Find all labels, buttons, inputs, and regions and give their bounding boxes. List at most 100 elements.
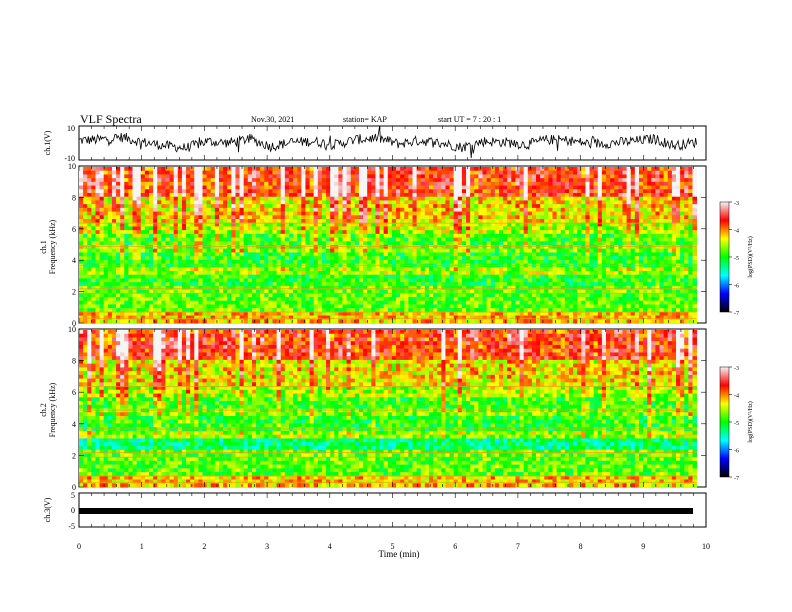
spectrogram-cell [453,207,459,212]
spectrogram-cell [536,181,541,186]
spectrogram-cell [227,193,232,198]
spectrogram-cell [173,311,179,316]
spectrogram-cell [260,319,265,324]
spectrogram-cell [91,233,96,238]
spectrogram-cell [136,282,142,287]
spectrogram-cell [239,267,245,272]
spectrogram-cell [83,311,88,316]
spectrogram-cell [350,189,356,194]
spectrogram-cell [445,215,450,220]
spectrogram-cell [272,189,278,194]
spectrogram-cell [449,185,455,190]
spectrogram-cell [408,233,413,238]
spectrogram-cell [165,308,170,313]
spectrogram-cell [148,196,154,201]
spectrogram-cell [317,289,323,294]
spectrogram-cell [95,248,100,253]
spectrogram-cell [346,285,352,290]
spectrogram-cell [190,207,195,212]
spectrogram-cell [91,271,96,276]
spectrogram-cell [95,271,100,276]
spectrogram-cell [169,211,175,216]
spectrogram-cell [420,289,426,294]
spectrogram-cell [309,237,315,242]
spectrogram-cell [103,207,109,212]
spectrogram-cell [190,196,195,201]
spectrogram-cell [132,315,138,320]
spectrogram-cell [132,204,138,209]
spectrogram-cell [515,207,520,212]
spectrogram-cell [293,233,298,238]
spectrogram-cell [91,178,96,183]
spectrogram-cell [95,222,100,227]
spectrogram-cell [288,278,294,283]
spectrogram-cell [305,233,310,238]
spectrogram-cell [288,319,294,324]
spectrogram-cell [363,304,368,309]
spectrogram-cell [157,308,162,313]
spectrogram-cell [350,211,356,216]
spectrogram-cell [173,274,179,279]
spectrogram-cell [79,185,84,190]
spectrogram-cell [235,252,240,257]
spectrogram-cell [206,319,212,324]
spectrogram-cell [313,207,319,212]
spectrogram-cell [511,189,516,194]
spectrogram-cell [173,196,179,201]
spectrogram-cell [474,245,479,250]
spectrogram-cell [466,304,471,309]
spectrogram-cell [334,196,339,201]
spectrogram-cell [181,185,187,190]
spectrogram-cell [441,167,446,172]
spectrogram-cell [272,256,278,261]
spectrogram-cell [412,304,418,309]
spectrogram-cell [383,215,389,220]
spectrogram-cell [87,237,92,242]
spectrogram-cell [342,170,348,175]
spectrogram-cell [157,300,162,305]
spectrogram-cell [148,300,154,305]
spectrogram-cell [194,215,199,220]
spectrogram-cell [536,278,541,283]
spectrogram-cell [428,174,434,179]
spectrogram-cell [466,170,471,175]
spectrogram-cell [449,315,455,320]
spectrogram-cell [136,297,142,302]
spectrogram-cell [556,170,562,175]
spectrogram-cell [239,297,245,302]
spectrogram-cell [416,233,422,238]
spectrogram-cell [490,274,496,279]
spectrogram-cell [87,185,92,190]
spectrogram-cell [194,274,199,279]
spectrogram-cell [227,181,232,186]
spectrogram-cell [202,297,208,302]
spectrogram-cell [107,274,113,279]
spectrogram-cell [428,285,434,290]
spectrogram-cell [461,259,467,264]
spectrogram-cell [144,204,150,209]
spectrogram-cell [424,293,430,298]
spectrogram-cell [124,282,129,287]
spectrogram-cell [379,167,385,172]
spectrogram-cell [367,278,372,283]
spectrogram-cell [144,319,150,324]
spectrogram-cell [338,193,343,198]
spectrogram-cell [301,222,306,227]
spectrogram-cell [87,193,92,198]
spectrogram-cell [140,233,146,238]
spectrogram-cell [387,282,393,287]
spectrogram-cell [449,226,455,231]
spectrogram-cell [198,248,203,253]
spectrogram-cell [206,271,212,276]
spectrogram-cell [223,315,228,320]
spectrogram-cell [107,297,113,302]
spectrogram-cell [83,211,88,216]
spectrogram-cell [396,289,401,294]
spectrogram-cell [256,211,261,216]
spectrogram-cell [293,196,298,201]
spectrogram-cell [218,289,224,294]
spectrogram-cell [334,174,339,179]
spectrogram-cell [181,230,187,235]
spectrogram-cell [297,196,302,201]
spectrogram-cell [503,193,508,198]
